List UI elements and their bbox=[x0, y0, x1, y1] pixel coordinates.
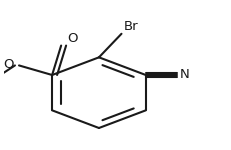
Text: N: N bbox=[179, 69, 189, 81]
Text: O: O bbox=[67, 32, 77, 45]
Text: Br: Br bbox=[124, 20, 138, 33]
Text: O: O bbox=[3, 58, 14, 71]
